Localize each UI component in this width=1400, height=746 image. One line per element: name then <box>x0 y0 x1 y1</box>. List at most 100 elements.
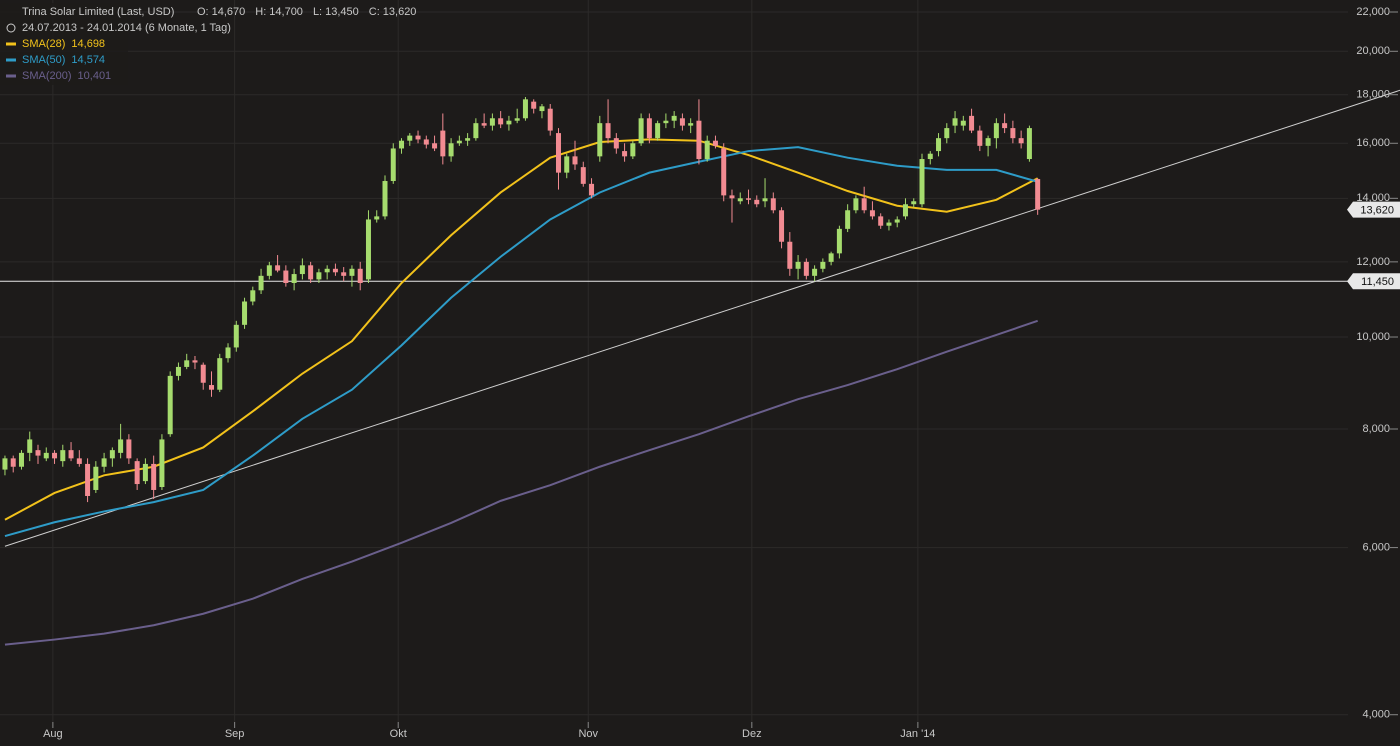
y-tick-label: 14,000 <box>1356 192 1390 204</box>
candle-body <box>291 274 297 284</box>
candle-body <box>729 195 735 199</box>
price-tag-label: 13,620 <box>1360 205 1394 217</box>
candle-body <box>341 272 347 276</box>
y-tick-label: 10,000 <box>1356 331 1390 343</box>
candle-body <box>151 463 157 490</box>
candle-body <box>977 130 983 146</box>
candle-body <box>200 364 206 383</box>
candle-body <box>993 123 999 139</box>
candle-body <box>299 265 305 275</box>
candle-body <box>35 450 41 456</box>
candle-body <box>283 270 289 284</box>
candle-body <box>167 375 173 435</box>
candle-body <box>217 358 223 390</box>
candle-body <box>952 118 958 126</box>
clock-icon <box>6 23 16 33</box>
candle-body <box>10 458 16 467</box>
y-tick-label: 12,000 <box>1356 256 1390 268</box>
candle-body <box>812 268 818 276</box>
candle-body <box>580 167 586 184</box>
candle-body <box>919 159 925 205</box>
candle-body <box>820 261 826 269</box>
candle-body <box>415 135 421 140</box>
candle-body <box>275 265 281 271</box>
candle-body <box>746 198 752 200</box>
candle-body <box>175 366 181 376</box>
candle-body <box>712 140 718 146</box>
candle-body <box>109 450 115 459</box>
candle-body <box>787 241 793 269</box>
candle-body <box>630 143 636 157</box>
candle-body <box>514 118 520 121</box>
candle-body <box>1026 128 1032 160</box>
candle-body <box>68 450 74 459</box>
price-tag-bg <box>1347 201 1400 218</box>
candle-body <box>1010 128 1016 139</box>
candle-body <box>663 120 669 124</box>
ohlc-label: O: <box>197 6 209 18</box>
candle-body <box>646 118 652 139</box>
ohlc-label: L: <box>313 6 322 18</box>
candle-body <box>1035 179 1041 210</box>
y-tick-label: 6,000 <box>1362 541 1390 553</box>
candle-body <box>770 198 776 211</box>
candle-body <box>597 123 603 157</box>
candle-body <box>506 120 512 125</box>
candle-body <box>308 265 314 280</box>
candle-body <box>1002 123 1008 129</box>
candle-body <box>589 183 595 196</box>
candle-body <box>192 360 198 363</box>
y-tick-label: 4,000 <box>1362 709 1390 721</box>
candle-body <box>60 450 66 462</box>
candle-body <box>845 210 851 229</box>
candle-body <box>911 201 917 205</box>
ohlc-value: 14,670 <box>212 6 246 18</box>
candle-body <box>886 222 892 226</box>
candle-body <box>605 123 611 139</box>
candle-body <box>18 452 24 467</box>
candle-body <box>159 439 165 487</box>
y-tick-label: 20,000 <box>1356 45 1390 57</box>
ohlc-value: 14,700 <box>269 6 303 18</box>
legend-name: SMA(50) <box>22 54 65 66</box>
candle-body <box>779 210 785 242</box>
candle-body <box>432 143 438 149</box>
x-tick-label: Okt <box>390 728 407 740</box>
candle-body <box>242 301 248 325</box>
candle-body <box>762 198 768 202</box>
legend-value: 14,698 <box>71 38 105 50</box>
sma-line <box>4 146 1038 538</box>
candle-body <box>357 268 363 284</box>
candle-body <box>134 461 140 485</box>
y-tick-label: 18,000 <box>1356 89 1390 101</box>
candle-body <box>233 324 239 348</box>
candle-body <box>679 118 685 126</box>
candle-body <box>473 123 479 139</box>
trendline <box>4 89 1400 547</box>
candle-body <box>564 156 570 173</box>
ohlc-value: 13,450 <box>325 6 359 18</box>
candle-body <box>93 466 99 490</box>
chart-title: Trina Solar Limited (Last, USD) <box>22 6 174 18</box>
candle-body <box>622 151 628 157</box>
candle-body <box>696 120 702 160</box>
candle-body <box>316 272 322 280</box>
candle-body <box>853 198 859 211</box>
candle-body <box>365 219 371 280</box>
candle-body <box>266 265 272 276</box>
candle-body <box>184 360 190 367</box>
candle-body <box>878 216 884 226</box>
candle-body <box>539 106 545 112</box>
candle-body <box>349 268 355 276</box>
candle-body <box>555 133 561 173</box>
candle-body <box>481 123 487 126</box>
candle-body <box>927 153 933 160</box>
legend-swatch <box>6 42 16 46</box>
candle-body <box>489 118 495 126</box>
candle-body <box>547 108 553 131</box>
candle-body <box>208 385 214 390</box>
candle-body <box>869 210 875 217</box>
sma-line <box>4 138 1039 521</box>
y-tick-label: 22,000 <box>1356 6 1390 18</box>
